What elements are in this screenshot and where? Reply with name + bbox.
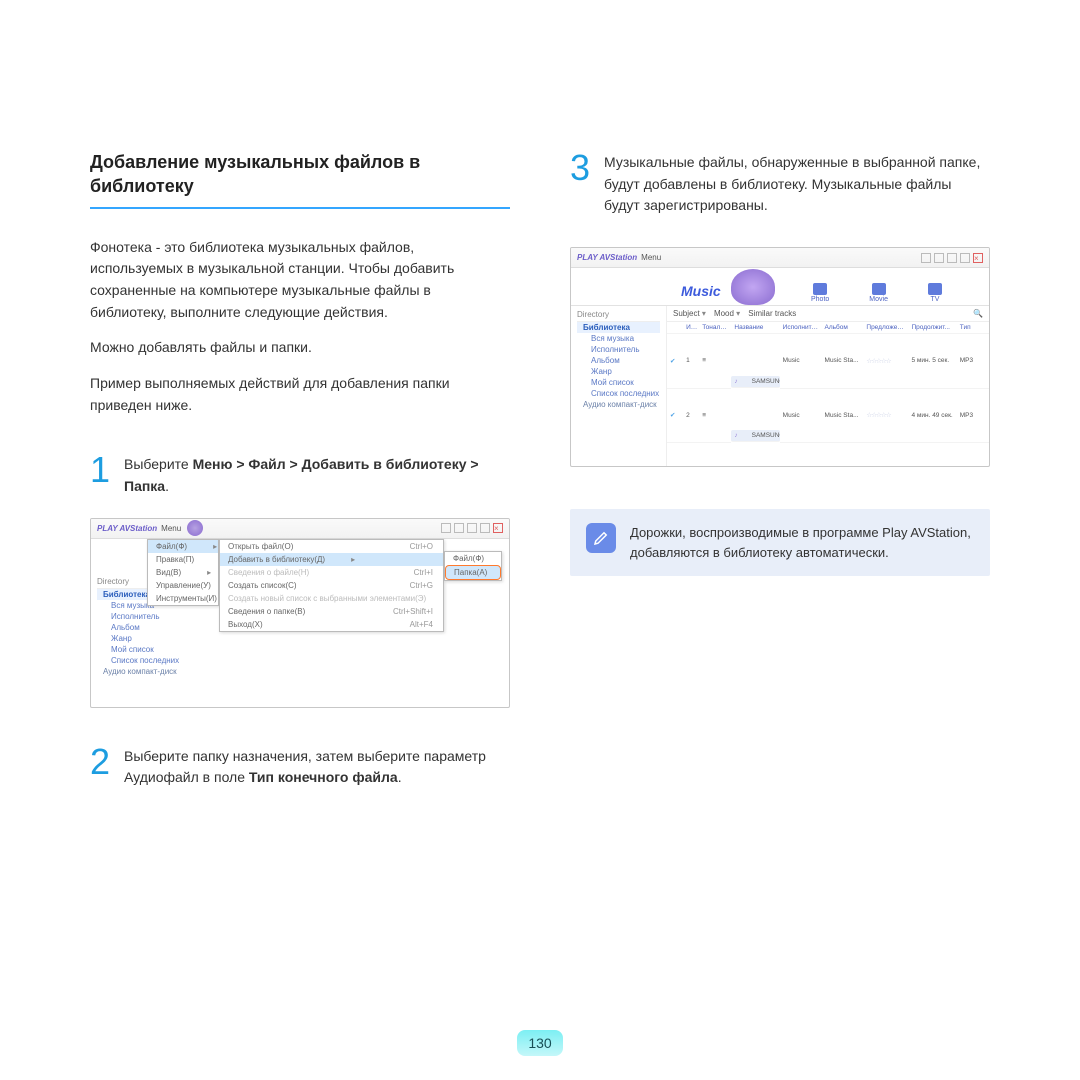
step-3: 3 Музыкальные файлы, обнаруженные в выбр… — [570, 150, 990, 217]
filter-mood: Mood — [714, 309, 740, 318]
step-2-bold: Тип конечного файла — [249, 769, 398, 785]
step-1-prefix: Выберите — [124, 456, 193, 472]
app-logo: PLAY AVStation — [577, 253, 637, 262]
app-menu-label: Menu — [641, 253, 661, 262]
sidebar-item: Жанр — [97, 633, 180, 644]
step-1-suffix: . — [165, 478, 169, 494]
table-row: 3≡ SAMSUNG 3 MusicMusic Sta... ☆☆☆☆☆ 5 м… — [667, 442, 989, 467]
menu-item: Файл(Ф) — [148, 540, 218, 553]
menu-item: Сведения о папке(В)Ctrl+Shift+I — [220, 605, 443, 618]
tab-tv: TV — [928, 283, 942, 305]
headphones-icon — [731, 269, 775, 305]
step-1-number: 1 — [90, 452, 114, 497]
app-tabs: Music Photo Movie TV — [571, 268, 989, 306]
directory-label: Directory — [577, 308, 660, 322]
note-text: Дорожки, воспроизводимые в программе Pla… — [630, 523, 974, 562]
filter-bar: Subject Mood Similar tracks 🔍 — [667, 306, 989, 322]
step-1-text: Выберите Меню > Файл > Добавить в библио… — [124, 452, 510, 497]
window-min-icon — [467, 523, 477, 533]
sidebar-cd: Аудио компакт-диск — [97, 666, 180, 677]
menu-item-add-to-library: Добавить в библиотеку(Д) — [220, 553, 443, 566]
menu-file: Открыть файл(О)Ctrl+O Добавить в библиот… — [219, 539, 444, 632]
note-pencil-icon — [586, 523, 616, 553]
menu-item: Правка(П) — [148, 553, 218, 566]
menu-add-submenu: Файл(Ф) Папка(А) — [444, 551, 502, 581]
section-rule — [90, 207, 510, 209]
menu-item: Инструменты(И) — [148, 592, 218, 605]
sidebar-item: Список последних — [577, 388, 660, 399]
table-header-row: Ист Тональнос... Название Исполнитель Ал… — [667, 322, 989, 334]
sidebar-item: Список последних — [97, 655, 180, 666]
intro-p2: Можно добавлять файлы и папки. — [90, 337, 510, 359]
step-2: 2 Выберите папку назначения, затем выбер… — [90, 744, 510, 789]
menu-item: Вид(В) — [148, 566, 218, 579]
filter-subject: Subject — [673, 309, 706, 318]
sidebar-root: Библиотека — [577, 322, 660, 333]
menu-item: Создать новый список с выбранными элемен… — [220, 592, 443, 605]
music-tab-label: Music — [681, 283, 721, 299]
menu-item: Выход(Х)Alt+F4 — [220, 618, 443, 631]
window-close-icon: × — [493, 523, 503, 533]
step-3-number: 3 — [570, 150, 594, 217]
menu-main: Файл(Ф) Правка(П) Вид(В) Управление(У) И… — [147, 539, 219, 606]
intro-p3: Пример выполняемых действий для добавлен… — [90, 373, 510, 416]
window-max-icon — [480, 523, 490, 533]
table-row: 2≡ SAMSUNG 2 MusicMusic Sta... ☆☆☆☆☆ 4 м… — [667, 388, 989, 442]
sidebar-item: Исполнитель — [577, 344, 660, 355]
menu-item: Создать список(С)Ctrl+G — [220, 579, 443, 592]
sidebar-item: Альбом — [97, 622, 180, 633]
sidebar-item: Мой список — [577, 377, 660, 388]
menu-item: Открыть файл(О)Ctrl+O — [220, 540, 443, 553]
window-menu-icon — [934, 253, 944, 263]
window-pin-icon — [441, 523, 451, 533]
intro-p1: Фонотека - это библиотека музыкальных фа… — [90, 237, 510, 324]
note-box: Дорожки, воспроизводимые в программе Pla… — [570, 509, 990, 576]
tab-photo: Photo — [811, 283, 829, 305]
menu-item: Управление(У) — [148, 579, 218, 592]
step-2-text: Выберите папку назначения, затем выберит… — [124, 744, 510, 789]
menu-item-folder-highlighted: Папка(А) — [445, 565, 501, 580]
page-number-badge: 130 — [517, 1030, 563, 1056]
step-3-text: Музыкальные файлы, обнаруженные в выбран… — [604, 150, 990, 217]
sidebar-item: Вся музыка — [577, 333, 660, 344]
tab-movie: Movie — [869, 283, 888, 305]
app-menu-label: Menu — [161, 524, 181, 533]
sidebar-item: Мой список — [97, 644, 180, 655]
window-pin-icon — [921, 253, 931, 263]
sidebar-item: Альбом — [577, 355, 660, 366]
app-logo: PLAY AVStation — [97, 524, 157, 533]
app-titlebar: PLAY AVStation Menu × — [91, 519, 509, 539]
window-max-icon — [960, 253, 970, 263]
step-2-number: 2 — [90, 744, 114, 789]
filter-similar: Similar tracks — [748, 309, 796, 318]
step-2-suffix: . — [398, 769, 402, 785]
window-menu-icon — [454, 523, 464, 533]
screenshot-menu: PLAY AVStation Menu × Directory Библиоте… — [90, 518, 510, 708]
menu-item: Сведения о файле(Н)Ctrl+I — [220, 566, 443, 579]
window-close-icon: × — [973, 253, 983, 263]
tracks-table: Ист Тональнос... Название Исполнитель Ал… — [667, 322, 989, 467]
track-list: Subject Mood Similar tracks 🔍 Ист Тональ… — [666, 306, 989, 466]
table-row: 1≡ SAMSUNG 1 MusicMusic Sta... ☆☆☆☆☆ 5 м… — [667, 334, 989, 389]
app-titlebar: PLAY AVStation Menu × — [571, 248, 989, 268]
menu-item-file: Файл(Ф) — [445, 552, 501, 565]
sidebar-item: Исполнитель — [97, 611, 180, 622]
directory-sidebar: Directory Библиотека Вся музыка Исполнит… — [571, 306, 666, 466]
section-heading: Добавление музыкальных файлов в библиоте… — [90, 150, 510, 199]
step-1: 1 Выберите Меню > Файл > Добавить в библ… — [90, 452, 510, 497]
screenshot-library: PLAY AVStation Menu × Music Photo Movie … — [570, 247, 990, 467]
window-min-icon — [947, 253, 957, 263]
sidebar-item: Жанр — [577, 366, 660, 377]
sidebar-cd: Аудио компакт-диск — [577, 399, 660, 410]
headphones-icon — [187, 520, 203, 536]
